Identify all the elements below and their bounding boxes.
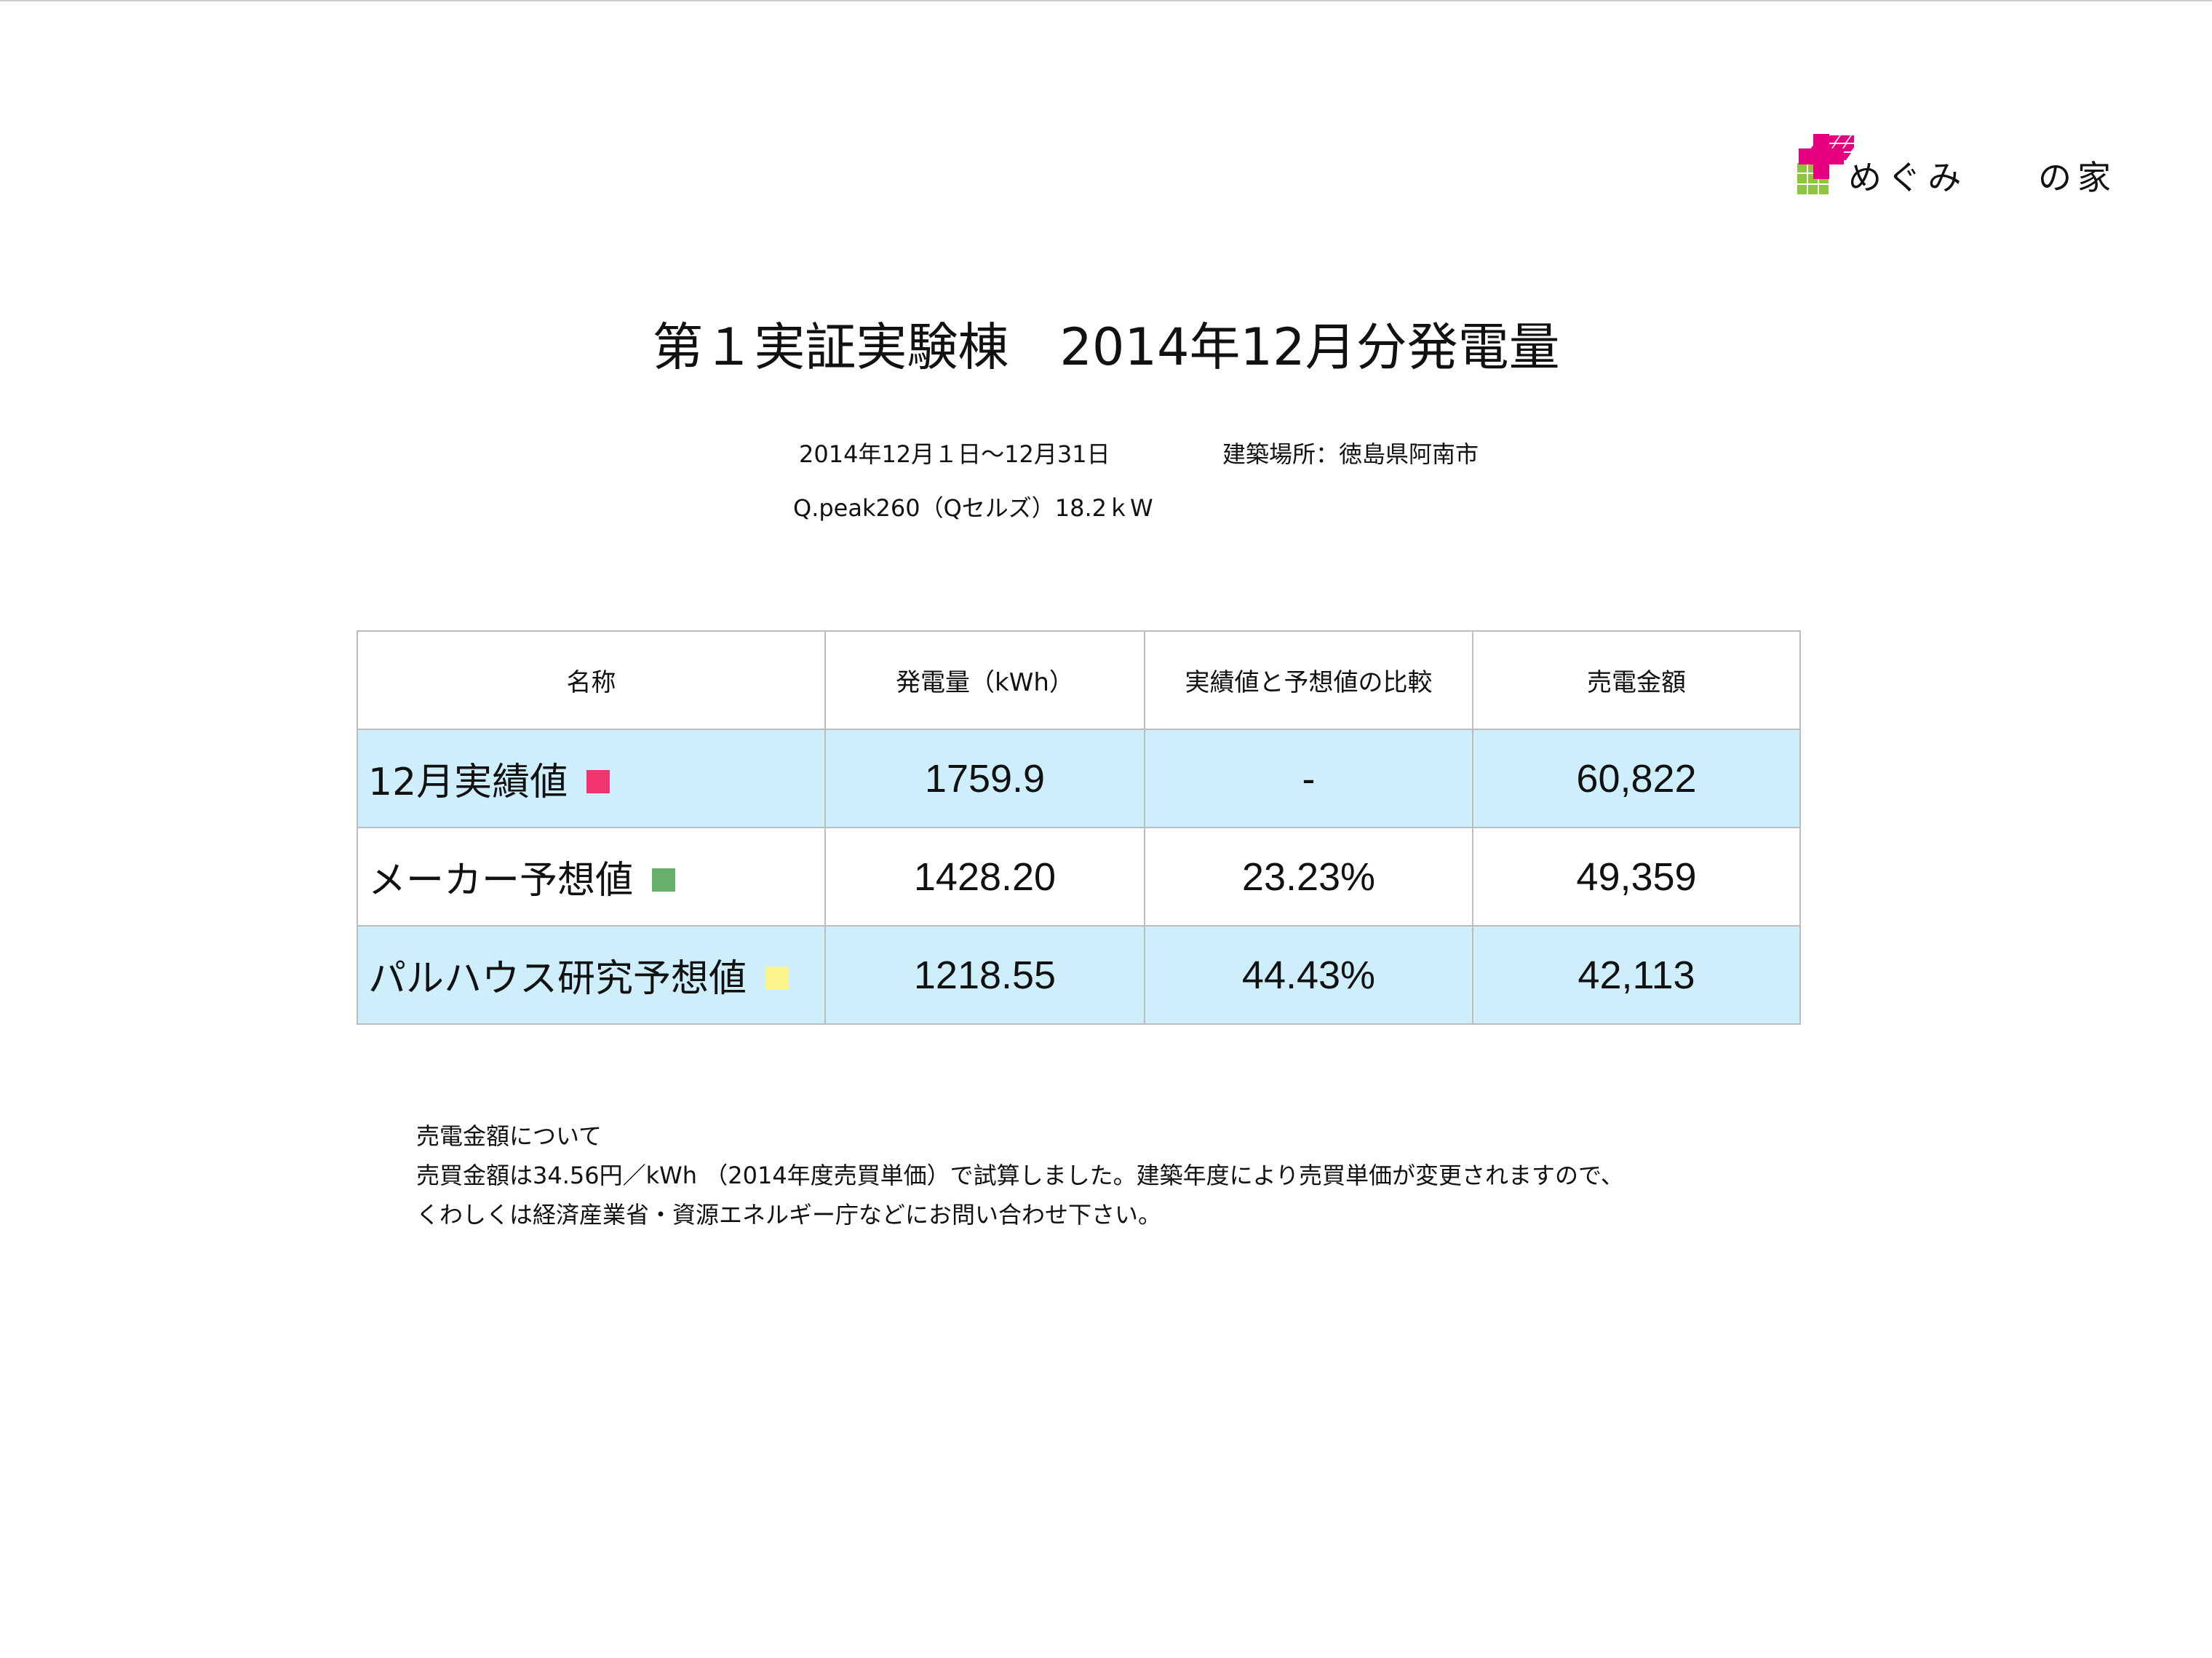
row-name: メーカー予想値: [368, 859, 634, 903]
notes-heading: 売電金額について: [416, 1122, 602, 1150]
top-border: [0, 0, 2212, 1]
row-name-cell: 12月実績値: [357, 729, 826, 828]
header-comparison: 実績値と予想値の比較: [1144, 630, 1473, 730]
table-row-actual: 12月実績値 1759.9 - 60,822: [357, 729, 1801, 828]
generation-cell: 1428.20: [824, 827, 1145, 927]
table-row-maker: メーカー予想値 1428.20 23.23% 49,359: [357, 827, 1801, 927]
logo-wall-tile: [1808, 185, 1818, 194]
notes-block: 売電金額について 売買金額は34.56円／kWh （2014年度売買単価）で試算…: [416, 1116, 1624, 1234]
table-header-row: 名称 発電量（kWh） 実績値と予想値の比較 売電金額: [357, 630, 1801, 730]
logo-wall-tile: [1797, 163, 1807, 172]
row-name-cell: メーカー予想値: [357, 827, 826, 927]
legend-swatch-pink: [586, 770, 610, 793]
amount-cell: 49,359: [1472, 827, 1801, 927]
legend-swatch-green: [652, 868, 676, 892]
location-text: 建築場所：徳島県阿南市: [1222, 440, 1479, 468]
notes-line: くわしくは経済産業省・資源エネルギー庁などにお問い合わせ下さい。: [416, 1201, 1162, 1229]
legend-swatch-yellow: [765, 967, 789, 990]
comparison-cell: 23.23%: [1144, 827, 1473, 927]
panel-spec-text: Q.peak260（Qセルズ）18.2ｋW: [793, 494, 1153, 522]
period-text: 2014年12月１日〜12月31日: [799, 440, 1110, 468]
header-amount: 売電金額: [1472, 630, 1801, 730]
table-row-palhouse: パルハウス研究予想値 1218.55 44.43% 42,113: [357, 925, 1801, 1025]
amount-cell: 60,822: [1472, 729, 1801, 828]
logo-roof-panel: [1842, 144, 1854, 151]
row-name: パルハウス研究予想値: [368, 957, 747, 1001]
logo-text-ie: の家: [2038, 158, 2117, 197]
title-building: 第１実証実験棟: [652, 317, 1009, 377]
header-name: 名称: [357, 630, 826, 730]
logo-plus-icon: [1799, 134, 1844, 179]
generation-table: 名称 発電量（kWh） 実績値と予想値の比較 売電金額 12月実績値 1759.…: [357, 630, 1801, 1025]
comparison-cell: -: [1144, 729, 1473, 828]
amount-cell: 42,113: [1472, 925, 1801, 1025]
notes-line: 売買金額は34.56円／kWh （2014年度売買単価）で試算しました。建築年度…: [416, 1162, 1624, 1189]
logo-text-megumi: めぐみ: [1848, 158, 1968, 197]
comparison-cell: 44.43%: [1144, 925, 1473, 1025]
logo: めぐみ の家: [1796, 131, 2116, 204]
page-title: 第１実証実験棟 2014年12月分発電量: [0, 314, 2212, 380]
generation-cell: 1759.9: [824, 729, 1145, 828]
row-name: 12月実績値: [368, 761, 568, 804]
generation-cell: 1218.55: [824, 925, 1145, 1025]
logo-wall-tile: [1819, 185, 1829, 194]
logo-roof-panel: [1847, 135, 1854, 143]
title-period: 2014年12月分発電量: [1059, 317, 1560, 377]
logo-wall-tile: [1797, 185, 1807, 194]
logo-wall-tile: [1797, 174, 1807, 183]
row-name-cell: パルハウス研究予想値: [357, 925, 826, 1025]
header-generation: 発電量（kWh）: [824, 630, 1145, 730]
logo-roof-panel: [1836, 135, 1850, 143]
